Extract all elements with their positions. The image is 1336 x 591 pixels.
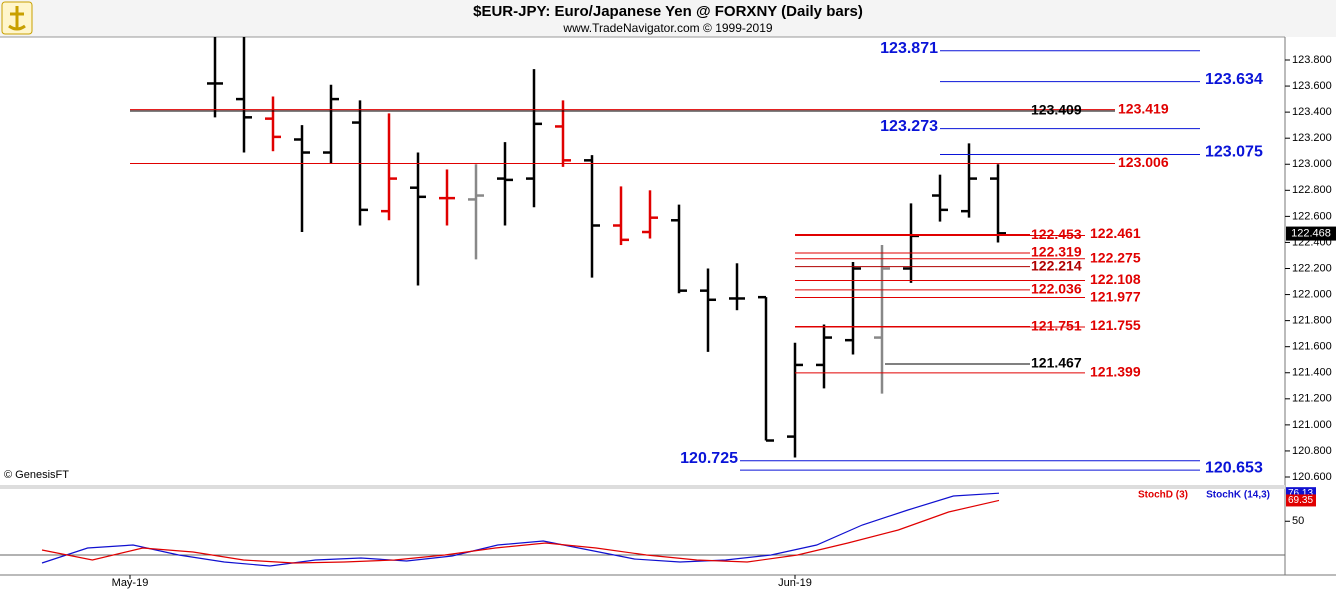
level-label: 122.453 <box>1031 226 1082 242</box>
stoch-value-box <box>1286 494 1316 507</box>
chart-title: $EUR-JPY: Euro/Japanese Yen @ FORXNY (Da… <box>473 3 863 20</box>
stoch-line <box>41 499 1000 564</box>
level-label: 120.725 <box>680 450 738 467</box>
level-label: 121.467 <box>1031 355 1082 371</box>
x-tick-label: Jun-19 <box>778 577 812 589</box>
level-label: 120.653 <box>1205 459 1263 476</box>
y-tick-label: 122.000 <box>1292 288 1332 300</box>
level-label: 122.108 <box>1090 271 1141 287</box>
level-label: 122.214 <box>1031 257 1082 273</box>
y-tick-label: 120.600 <box>1292 471 1332 483</box>
level-label: 123.871 <box>880 40 938 57</box>
x-tick-label: May-19 <box>112 577 149 589</box>
last-price-label: 122.468 <box>1291 227 1331 239</box>
stoch-line <box>41 492 1000 567</box>
y-tick-label: 121.200 <box>1292 393 1332 405</box>
level-label: 121.399 <box>1090 364 1141 380</box>
level-label: 122.275 <box>1090 249 1141 265</box>
stoch-value-label: 69.35 <box>1288 495 1313 506</box>
chart-subtitle: www.TradeNavigator.com © 1999-2019 <box>562 21 772 35</box>
y-tick-label: 122.200 <box>1292 262 1332 274</box>
level-label: 121.977 <box>1090 288 1141 304</box>
level-label: 123.273 <box>880 118 938 135</box>
y-tick-label: 122.800 <box>1292 184 1332 196</box>
y-tick-label: 121.000 <box>1292 419 1332 431</box>
level-label: 123.075 <box>1205 144 1263 161</box>
level-label: 122.036 <box>1031 281 1082 297</box>
last-price-box <box>1286 226 1336 241</box>
stoch-tick-label: 50 <box>1292 515 1304 527</box>
y-tick-label: 121.800 <box>1292 315 1332 327</box>
logo <box>1 1 33 35</box>
legend-entry: StochD (3) <box>1138 490 1188 501</box>
level-label: 123.419 <box>1118 100 1169 116</box>
level-label: 123.634 <box>1205 71 1263 88</box>
y-tick-label: 122.600 <box>1292 210 1332 222</box>
level-label: 122.319 <box>1031 244 1082 260</box>
credit: © GenesisFT <box>4 469 69 481</box>
level-label: 123.409 <box>1031 102 1082 118</box>
legend-entry: StochK (14,3) <box>1206 490 1270 501</box>
header <box>0 0 1336 37</box>
y-tick-label: 123.800 <box>1292 54 1332 66</box>
level-label: 121.751 <box>1031 318 1082 334</box>
y-tick-label: 123.600 <box>1292 80 1332 92</box>
y-tick-label: 123.200 <box>1292 132 1332 144</box>
y-tick-label: 121.400 <box>1292 367 1332 379</box>
y-tick-label: 120.800 <box>1292 445 1332 457</box>
price-panel <box>207 37 1006 458</box>
level-label: 123.006 <box>1118 154 1169 170</box>
stoch-value-label: 76.13 <box>1288 488 1313 499</box>
y-tick-label: 123.400 <box>1292 106 1332 118</box>
level-label: 121.755 <box>1090 317 1141 333</box>
y-tick-label: 123.000 <box>1292 158 1332 170</box>
panel-separator <box>0 485 1285 489</box>
y-tick-label: 121.600 <box>1292 341 1332 353</box>
level-label: 122.461 <box>1090 225 1141 241</box>
